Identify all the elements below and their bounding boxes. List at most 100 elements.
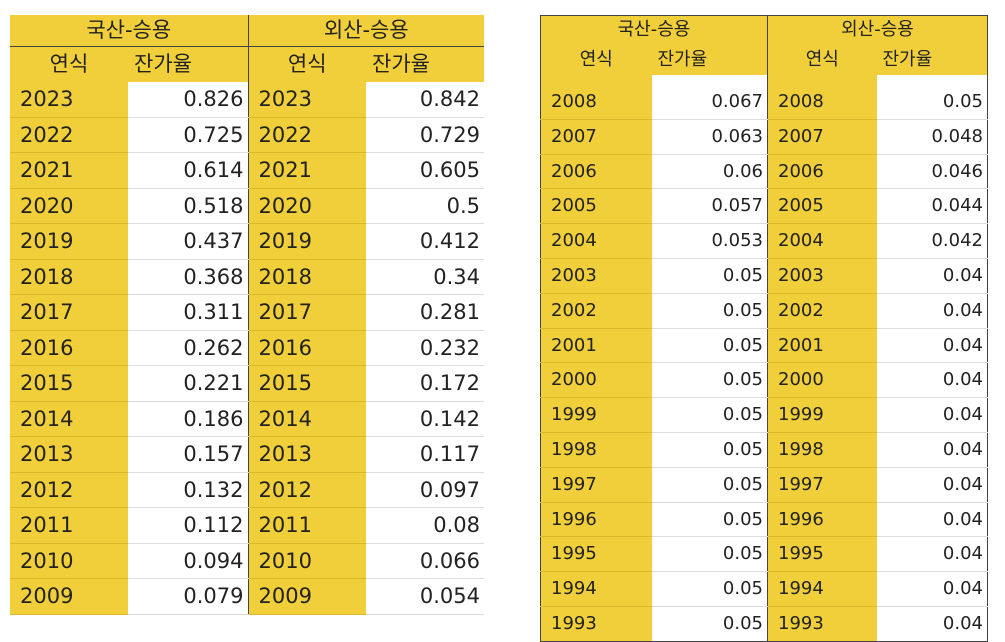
spacer-cell xyxy=(876,75,988,85)
table-row: 2017 0.311 2017 0.281 xyxy=(10,294,484,331)
foreign-rate-cell: 0.04 xyxy=(876,258,988,294)
foreign-rate-cell: 0.281 xyxy=(366,294,484,331)
table-row: 1994 0.05 1994 0.04 xyxy=(540,571,988,607)
table-row: 2023 0.826 2023 0.842 xyxy=(10,82,484,118)
foreign-rate-cell: 0.08 xyxy=(366,507,484,544)
domestic-rate-cell: 0.311 xyxy=(128,294,249,331)
foreign-year-cell: 1996 xyxy=(767,502,877,538)
col-header-rate: 잔가율 xyxy=(128,46,249,82)
table-row: 2006 0.06 2006 0.046 xyxy=(540,154,988,190)
foreign-year-cell: 2017 xyxy=(248,294,366,331)
foreign-rate-cell: 0.046 xyxy=(876,154,988,190)
table-row: 2018 0.368 2018 0.34 xyxy=(10,259,484,295)
foreign-year-cell: 2003 xyxy=(767,258,877,294)
foreign-rate-cell: 0.04 xyxy=(876,502,988,538)
group-header-foreign: 외산-승용 xyxy=(248,15,484,47)
foreign-year-cell: 2004 xyxy=(767,223,877,259)
foreign-rate-cell: 0.172 xyxy=(366,365,484,402)
table-row: 1998 0.05 1998 0.04 xyxy=(540,432,988,468)
residual-rate-table-right: 국산-승용 외산-승용 연식 잔가율 연식 잔가율 2008 0.067 2008 0… xyxy=(540,15,988,642)
domestic-year-cell: 2023 xyxy=(10,82,128,118)
foreign-rate-cell: 0.04 xyxy=(876,432,988,468)
domestic-year-cell: 1999 xyxy=(540,397,652,433)
foreign-rate-cell: 0.04 xyxy=(876,293,988,329)
domestic-rate-cell: 0.06 xyxy=(651,154,768,190)
table-row: 1999 0.05 1999 0.04 xyxy=(540,397,988,433)
domestic-rate-cell: 0.05 xyxy=(651,536,768,573)
domestic-year-cell: 1998 xyxy=(540,432,652,468)
foreign-year-cell: 2011 xyxy=(248,507,366,544)
domestic-year-cell: 2022 xyxy=(10,117,128,153)
foreign-rate-cell: 0.142 xyxy=(366,401,484,437)
domestic-year-cell: 2011 xyxy=(10,507,128,544)
domestic-rate-cell: 0.186 xyxy=(128,401,249,437)
foreign-rate-cell: 0.04 xyxy=(876,467,988,503)
domestic-rate-cell: 0.05 xyxy=(651,432,768,468)
domestic-year-cell: 2020 xyxy=(10,188,128,224)
foreign-rate-cell: 0.054 xyxy=(366,578,484,615)
table-row: 1996 0.05 1996 0.04 xyxy=(540,502,988,538)
table-row: 2021 0.614 2021 0.605 xyxy=(10,152,484,189)
domestic-rate-cell: 0.826 xyxy=(128,82,249,118)
col-header-year: 연식 xyxy=(10,46,128,82)
foreign-rate-cell: 0.04 xyxy=(876,571,988,607)
foreign-rate-cell: 0.04 xyxy=(876,362,988,399)
table-row: 2008 0.067 2008 0.05 xyxy=(540,85,988,120)
domestic-year-cell: 2005 xyxy=(540,188,652,225)
table-row: 2013 0.157 2013 0.117 xyxy=(10,436,484,473)
domestic-rate-cell: 0.725 xyxy=(128,117,249,153)
domestic-year-cell: 2018 xyxy=(10,259,128,295)
domestic-rate-cell: 0.094 xyxy=(128,543,249,579)
foreign-year-cell: 2006 xyxy=(767,154,877,190)
domestic-rate-cell: 0.262 xyxy=(128,330,249,366)
col-header-year: 연식 xyxy=(248,46,366,82)
foreign-rate-cell: 0.729 xyxy=(366,117,484,153)
col-header-year: 연식 xyxy=(540,44,652,75)
spacer-cell xyxy=(540,75,652,85)
foreign-rate-cell: 0.117 xyxy=(366,436,484,473)
domestic-year-cell: 2008 xyxy=(540,85,652,120)
table-row: 2003 0.05 2003 0.04 xyxy=(540,258,988,294)
domestic-rate-cell: 0.368 xyxy=(128,259,249,295)
domestic-year-cell: 2012 xyxy=(10,472,128,508)
domestic-year-cell: 2003 xyxy=(540,258,652,294)
group-header-domestic: 국산-승용 xyxy=(540,15,768,44)
domestic-rate-cell: 0.067 xyxy=(651,85,768,120)
domestic-year-cell: 2016 xyxy=(10,330,128,366)
table-row: 1995 0.05 1995 0.04 xyxy=(540,536,988,573)
domestic-year-cell: 2017 xyxy=(10,294,128,331)
col-header-rate: 잔가율 xyxy=(876,44,988,75)
spacer-cell xyxy=(767,75,877,85)
table-row: 2007 0.063 2007 0.048 xyxy=(540,119,988,155)
foreign-year-cell: 2023 xyxy=(248,82,366,118)
table-row: 2009 0.079 2009 0.054 xyxy=(10,578,484,615)
foreign-rate-cell: 0.04 xyxy=(876,606,988,642)
col-header-rate: 잔가율 xyxy=(366,46,484,82)
domestic-year-cell: 2004 xyxy=(540,223,652,259)
foreign-year-cell: 2018 xyxy=(248,259,366,295)
foreign-rate-cell: 0.048 xyxy=(876,119,988,155)
foreign-year-cell: 2013 xyxy=(248,436,366,473)
domestic-rate-cell: 0.057 xyxy=(651,188,768,225)
domestic-year-cell: 1993 xyxy=(540,606,652,642)
domestic-year-cell: 2002 xyxy=(540,293,652,329)
foreign-year-cell: 1995 xyxy=(767,536,877,573)
domestic-rate-cell: 0.157 xyxy=(128,436,249,473)
foreign-year-cell: 2002 xyxy=(767,293,877,329)
domestic-rate-cell: 0.063 xyxy=(651,119,768,155)
table-row: 2004 0.053 2004 0.042 xyxy=(540,223,988,259)
domestic-rate-cell: 0.05 xyxy=(651,362,768,399)
domestic-rate-cell: 0.518 xyxy=(128,188,249,224)
foreign-year-cell: 2001 xyxy=(767,328,877,364)
foreign-year-cell: 2022 xyxy=(248,117,366,153)
foreign-year-cell: 1999 xyxy=(767,397,877,433)
col-header-rate: 잔가율 xyxy=(651,44,768,75)
foreign-year-cell: 2014 xyxy=(248,401,366,437)
table-row: 2000 0.05 2000 0.04 xyxy=(540,362,988,399)
domestic-year-cell: 2010 xyxy=(10,543,128,579)
domestic-rate-cell: 0.079 xyxy=(128,578,249,615)
foreign-rate-cell: 0.05 xyxy=(876,85,988,120)
foreign-year-cell: 1998 xyxy=(767,432,877,468)
foreign-year-cell: 2016 xyxy=(248,330,366,366)
domestic-year-cell: 1994 xyxy=(540,571,652,607)
